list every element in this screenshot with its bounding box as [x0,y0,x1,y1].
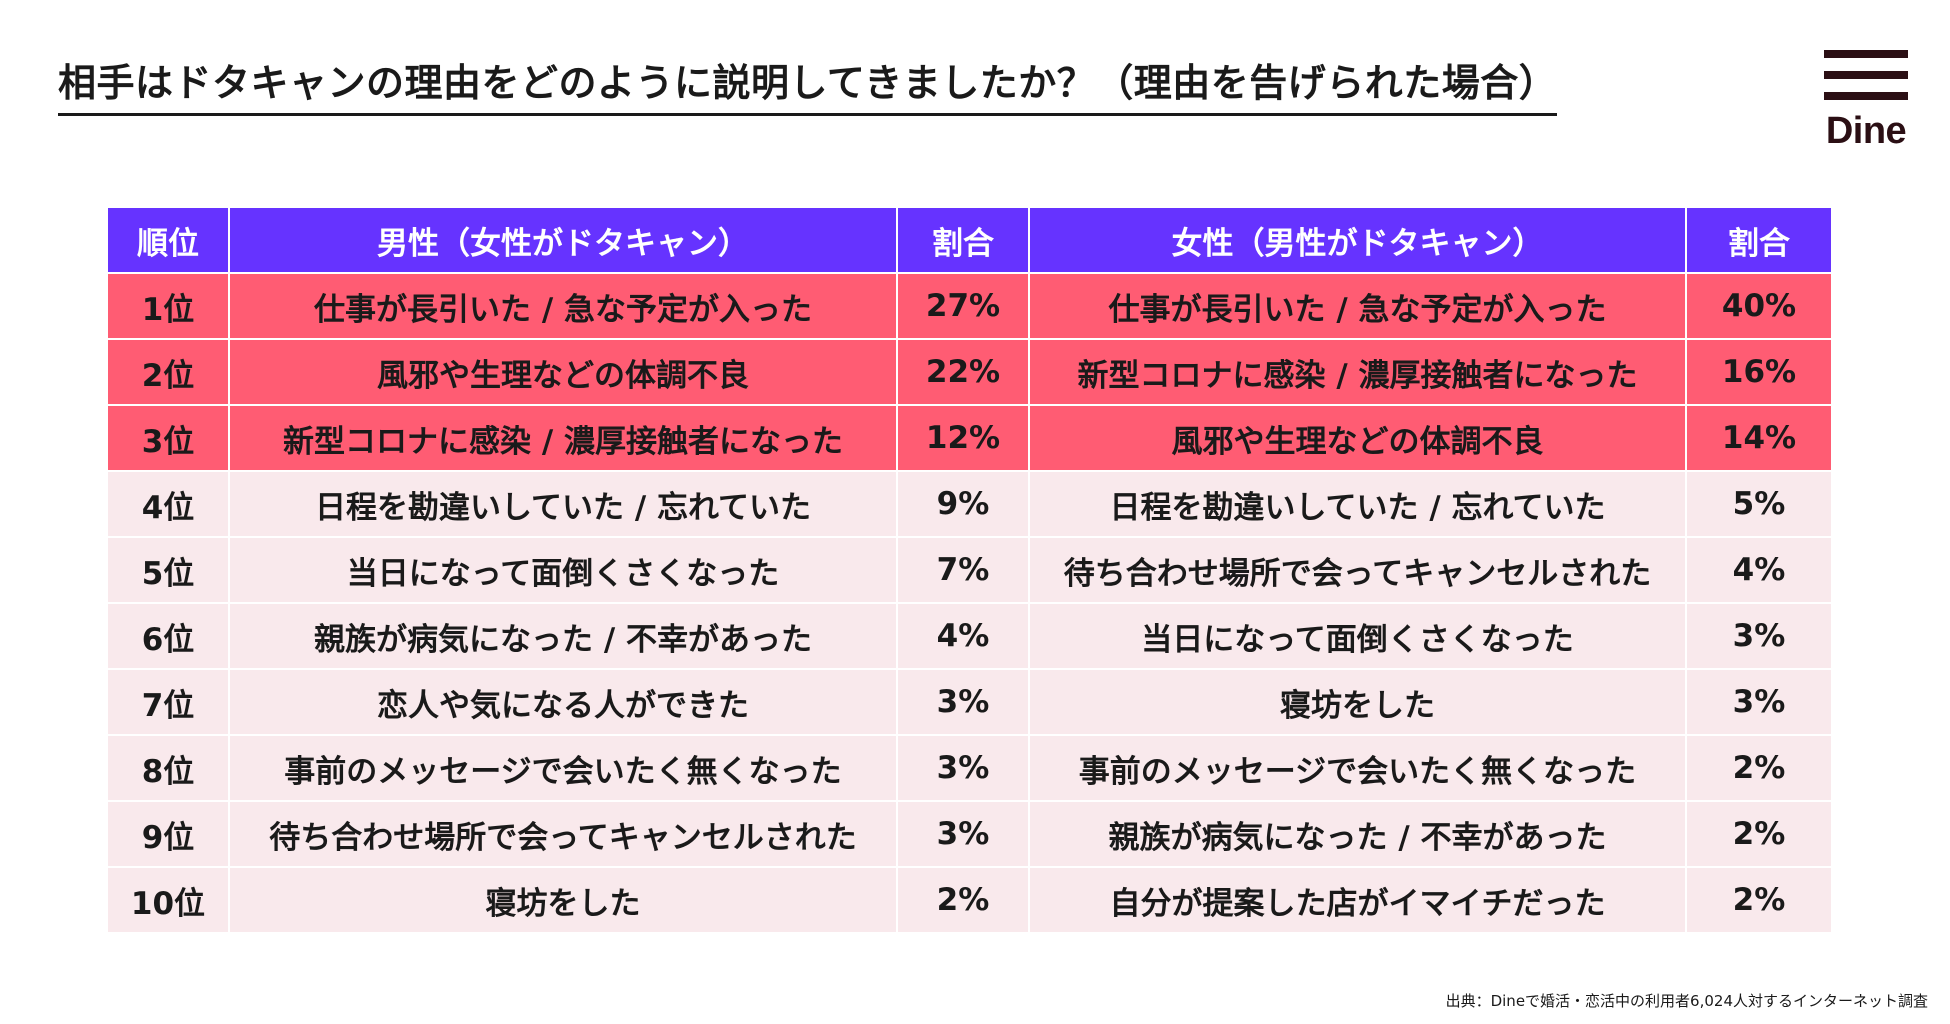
table-row: 7位 恋人や気になる人ができた 3% 寝坊をした 3% [106,668,1833,736]
page-title: 相手はドタキャンの理由をどのように説明してきましたか？（理由を告げられた場合） [58,52,1558,116]
female-reason-cell: 自分が提案した店がイマイチだった [1028,866,1687,934]
header-row: 順位 男性（女性がドタキャン） 割合 女性（男性がドタキャン） 割合 [106,206,1833,274]
male-pct-cell: 22% [896,338,1030,406]
male-pct-cell: 7% [896,536,1030,604]
header-male-pct: 割合 [896,206,1030,274]
rank-cell: 4位 [106,470,230,538]
female-pct-cell: 3% [1685,668,1833,736]
female-reason-cell: 待ち合わせ場所で会ってキャンセルされた [1028,536,1687,604]
table-row: 10位 寝坊をした 2% 自分が提案した店がイマイチだった 2% [106,866,1833,934]
female-reason-cell: 風邪や生理などの体調不良 [1028,404,1687,472]
female-reason-cell: 新型コロナに感染 / 濃厚接触者になった [1028,338,1687,406]
header-rank: 順位 [106,206,230,274]
male-reason-cell: 風邪や生理などの体調不良 [228,338,898,406]
table-row: 4位 日程を勘違いしていた / 忘れていた 9% 日程を勘違いしていた / 忘れていた… [106,470,1833,538]
table-row: 5位 当日になって面倒くさくなった 7% 待ち合わせ場所で会ってキャンセルされた 4% [106,536,1833,604]
rank-cell: 3位 [106,404,230,472]
male-pct-cell: 12% [896,404,1030,472]
rank-cell: 8位 [106,734,230,802]
rank-cell: 10位 [106,866,230,934]
header-female-pct: 割合 [1685,206,1833,274]
female-pct-cell: 40% [1685,272,1833,340]
logo-text: Dine [1825,110,1907,152]
male-reason-cell: 新型コロナに感染 / 濃厚接触者になった [228,404,898,472]
female-pct-cell: 16% [1685,338,1833,406]
female-reason-cell: 当日になって面倒くさくなった [1028,602,1687,670]
female-pct-cell: 2% [1685,734,1833,802]
female-pct-cell: 2% [1685,866,1833,934]
table-body: 1位 仕事が長引いた / 急な予定が入った 27% 仕事が長引いた / 急な予定が入っ… [106,272,1833,934]
male-reason-cell: 日程を勘違いしていた / 忘れていた [228,470,898,538]
rank-cell: 6位 [106,602,230,670]
ranking-table: 順位 男性（女性がドタキャン） 割合 女性（男性がドタキャン） 割合 1位 仕事が… [106,206,1833,934]
male-reason-cell: 仕事が長引いた / 急な予定が入った [228,272,898,340]
female-pct-cell: 4% [1685,536,1833,604]
male-reason-cell: 事前のメッセージで会いたく無くなった [228,734,898,802]
header-female-reason: 女性（男性がドタキャン） [1028,206,1687,274]
female-pct-cell: 5% [1685,470,1833,538]
rank-cell: 2位 [106,338,230,406]
female-pct-cell: 3% [1685,602,1833,670]
male-pct-cell: 4% [896,602,1030,670]
table-row: 6位 親族が病気になった / 不幸があった 4% 当日になって面倒くさくなった 3% [106,602,1833,670]
three-bars-icon [1824,50,1908,100]
table-row: 8位 事前のメッセージで会いたく無くなった 3% 事前のメッセージで会いたく無くなった… [106,734,1833,802]
male-pct-cell: 3% [896,800,1030,868]
male-pct-cell: 3% [896,734,1030,802]
female-reason-cell: 親族が病気になった / 不幸があった [1028,800,1687,868]
male-reason-cell: 恋人や気になる人ができた [228,668,898,736]
source-note: 出典：Dineで婚活・恋活中の利用者6,024人対するインターネット調査 [1445,992,1928,1010]
female-reason-cell: 日程を勘違いしていた / 忘れていた [1028,470,1687,538]
male-pct-cell: 2% [896,866,1030,934]
female-reason-cell: 仕事が長引いた / 急な予定が入った [1028,272,1687,340]
male-reason-cell: 待ち合わせ場所で会ってキャンセルされた [228,800,898,868]
rank-cell: 5位 [106,536,230,604]
female-reason-cell: 事前のメッセージで会いたく無くなった [1028,734,1687,802]
female-pct-cell: 2% [1685,800,1833,868]
male-pct-cell: 3% [896,668,1030,736]
header-male-reason: 男性（女性がドタキャン） [228,206,898,274]
rank-cell: 9位 [106,800,230,868]
table-row: 9位 待ち合わせ場所で会ってキャンセルされた 3% 親族が病気になった / 不幸があっ… [106,800,1833,868]
rank-cell: 7位 [106,668,230,736]
female-reason-cell: 寝坊をした [1028,668,1687,736]
female-pct-cell: 14% [1685,404,1833,472]
rank-cell: 1位 [106,272,230,340]
male-pct-cell: 9% [896,470,1030,538]
dine-logo: Dine [1818,50,1914,153]
male-reason-cell: 寝坊をした [228,866,898,934]
table-row: 3位 新型コロナに感染 / 濃厚接触者になった 12% 風邪や生理などの体調不良 14% [106,404,1833,472]
male-pct-cell: 27% [896,272,1030,340]
table-row: 2位 風邪や生理などの体調不良 22% 新型コロナに感染 / 濃厚接触者になった 16% [106,338,1833,406]
table-row: 1位 仕事が長引いた / 急な予定が入った 27% 仕事が長引いた / 急な予定が入っ… [106,272,1833,340]
male-reason-cell: 当日になって面倒くさくなった [228,536,898,604]
male-reason-cell: 親族が病気になった / 不幸があった [228,602,898,670]
